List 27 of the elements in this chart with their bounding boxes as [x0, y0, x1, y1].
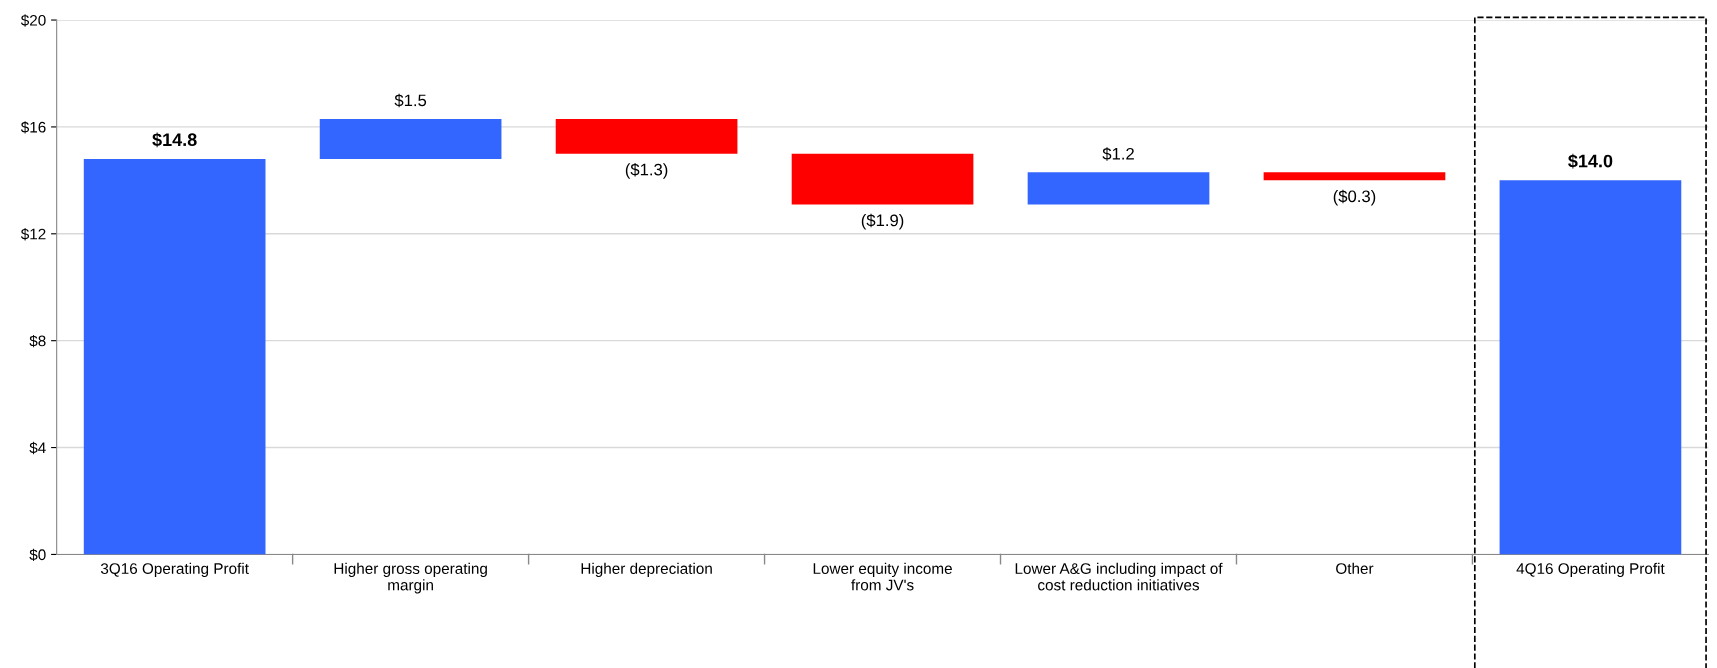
y-tick-label: $8: [29, 334, 46, 348]
x-tick-label: Higher gross operating margin: [334, 562, 487, 594]
y-tick-label: $16: [20, 121, 46, 134]
data-label: ($0.3): [1333, 189, 1376, 206]
y-tick-label: $20: [20, 14, 46, 27]
data-label: ($1.9): [861, 213, 904, 230]
y-tick-label: $4: [29, 441, 46, 455]
x-tick-label: Lower A&G including impact of cost reduction initiatives: [1015, 562, 1223, 591]
bar: [555, 118, 738, 154]
y-tick-label: $0: [29, 548, 46, 562]
bar: [83, 158, 266, 555]
data-label: $1.5: [394, 93, 427, 108]
bar: [319, 118, 502, 159]
data-label: $14.8: [152, 132, 197, 148]
x-tick-label: Higher depreciation: [581, 562, 712, 578]
data-label: ($1.3): [625, 162, 668, 179]
data-label: $1.2: [1102, 147, 1134, 161]
x-tick-label: Lower equity income from JV's: [813, 562, 952, 591]
bar: [1263, 172, 1446, 181]
bar: [1027, 172, 1210, 205]
x-tick-label: Other: [1336, 562, 1374, 574]
data-label: $14.0: [1568, 153, 1613, 169]
y-tick-label: $12: [20, 228, 46, 241]
x-tick-label: 3Q16 Operating Profit: [100, 562, 249, 578]
bar: [1499, 180, 1682, 555]
bar: [791, 153, 974, 205]
x-tick-label: 4Q16 Operating Profit: [1516, 562, 1665, 578]
